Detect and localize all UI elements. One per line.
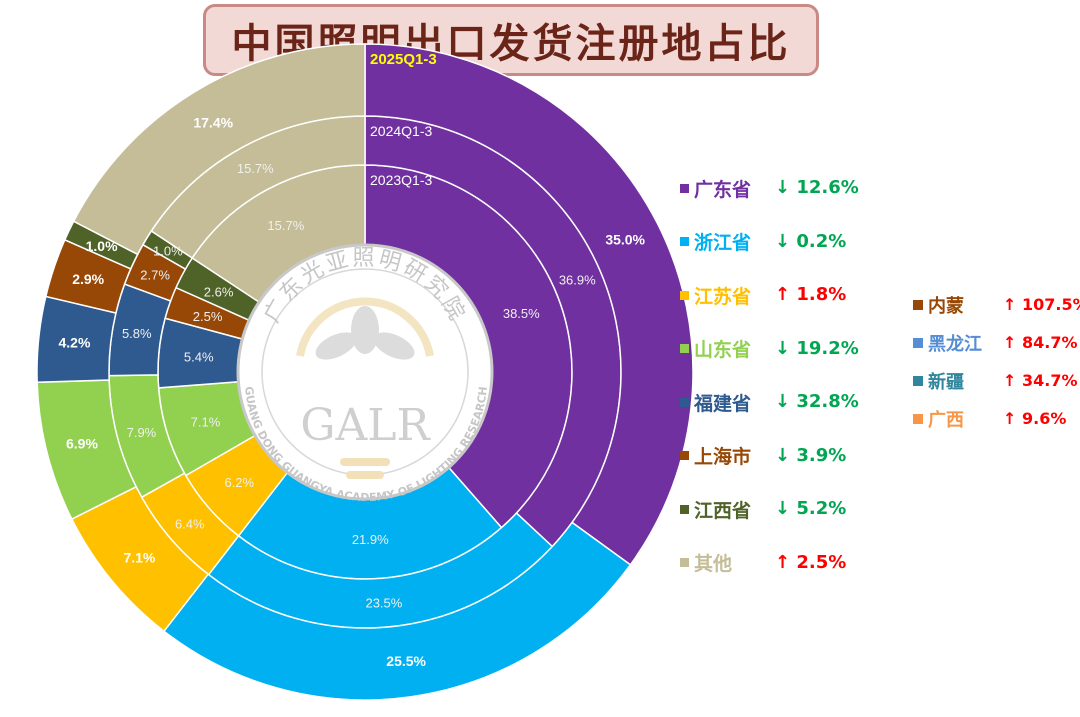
legend-extra-item: 内蒙 xyxy=(913,292,964,318)
legend-swatch xyxy=(680,397,689,407)
value-label-2-7: 17.4% xyxy=(193,115,233,131)
value-label-0-1: 21.9% xyxy=(352,532,389,547)
donut-labels: 38.5% 21.9% 6.2% 7.1% 5.4% 2.5% 2.6% 15.7% 2023Q… xyxy=(59,51,646,669)
legend-change: ↓ 5.2% xyxy=(775,498,847,519)
legend-change: ↑ 107.5% xyxy=(1003,295,1080,314)
legend-item: 山东省 xyxy=(680,336,751,362)
ring-label-0: 2023Q1-3 xyxy=(370,172,432,188)
value-label-0-7: 15.7% xyxy=(267,218,304,233)
legend-change: ↑ 2.5% xyxy=(775,551,847,573)
legend-name: 新疆 xyxy=(928,372,964,393)
legend-name: 上海市 xyxy=(694,446,752,468)
value-label-2-4: 4.2% xyxy=(59,335,91,351)
legend-swatch xyxy=(680,558,689,567)
value-label-2-5: 2.9% xyxy=(72,271,104,287)
legend-name: 广西 xyxy=(928,410,964,431)
legend-swatch xyxy=(680,183,689,193)
legend-item: 广东省 xyxy=(680,175,751,201)
value-label-0-2: 6.2% xyxy=(224,475,254,490)
value-label-1-2: 6.4% xyxy=(175,516,205,531)
legend-change: ↓ 0.2% xyxy=(775,230,847,252)
legend-change: ↑ 1.8% xyxy=(775,284,847,305)
legend-swatch xyxy=(680,451,689,460)
ring-label-1: 2024Q1-3 xyxy=(370,123,432,139)
watermark-logo: GALR xyxy=(300,400,431,451)
value-label-1-4: 5.8% xyxy=(122,326,152,341)
legend-swatch xyxy=(680,237,689,246)
value-label-2-0: 35.0% xyxy=(605,231,645,247)
legend-change: ↑ 9.6% xyxy=(1003,409,1067,428)
legend-extra-item: 黑龙江 xyxy=(913,330,982,356)
donut-rings xyxy=(36,43,694,701)
legend-name: 广东省 xyxy=(694,178,752,201)
legend-name: 浙江省 xyxy=(694,232,752,254)
value-label-0-3: 7.1% xyxy=(191,414,221,429)
value-label-2-6: 1.0% xyxy=(86,238,118,254)
legend-name: 福建省 xyxy=(694,392,752,415)
value-label-1-6: 1.0% xyxy=(153,244,183,259)
slice-2-0 xyxy=(364,43,694,566)
legend-name: 山东省 xyxy=(694,339,752,361)
legend-swatch xyxy=(680,290,689,300)
legend-extra-item: 广西 xyxy=(913,406,964,432)
value-label-1-0: 36.9% xyxy=(559,273,596,288)
legend-change: ↓ 32.8% xyxy=(775,391,859,412)
value-label-0-0: 38.5% xyxy=(503,306,540,321)
value-label-1-3: 7.9% xyxy=(127,425,157,440)
value-label-2-2: 7.1% xyxy=(123,549,155,565)
legend-name: 江西省 xyxy=(694,499,752,522)
value-label-0-5: 2.5% xyxy=(193,309,223,324)
legend-item: 江苏省 xyxy=(680,282,751,308)
legend-name: 内蒙 xyxy=(928,296,964,317)
value-label-1-5: 2.7% xyxy=(140,267,170,282)
legend-change: ↑ 84.7% xyxy=(1003,333,1078,352)
legend-change: ↓ 12.6% xyxy=(775,177,859,198)
legend-swatch xyxy=(913,338,923,348)
legend-change: ↑ 34.7% xyxy=(1003,371,1078,390)
value-label-0-6: 2.6% xyxy=(204,285,234,300)
legend-swatch xyxy=(913,414,923,424)
value-label-1-1: 23.5% xyxy=(365,596,402,611)
value-label-2-1: 25.5% xyxy=(386,653,426,669)
legend-swatch xyxy=(913,376,923,386)
ring-label-2: 2025Q1-3 xyxy=(370,51,437,68)
value-label-2-3: 6.9% xyxy=(66,436,98,452)
slice-2-7 xyxy=(72,43,366,256)
legend-item: 浙江省 xyxy=(680,229,751,255)
legend-change: ↓ 3.9% xyxy=(775,444,847,466)
legend-swatch xyxy=(680,344,689,353)
legend-swatch xyxy=(913,300,923,310)
legend-change: ↓ 19.2% xyxy=(775,337,859,359)
legend-name: 其他 xyxy=(694,553,733,575)
legend-swatch xyxy=(680,504,689,514)
value-label-1-7: 15.7% xyxy=(237,161,274,176)
legend-item: 江西省 xyxy=(680,496,751,522)
legend-extra-item: 新疆 xyxy=(913,368,964,394)
legend-item: 上海市 xyxy=(680,443,751,469)
legend-item: 其他 xyxy=(680,550,732,576)
legend-name: 江苏省 xyxy=(694,285,752,308)
value-label-0-4: 5.4% xyxy=(184,350,214,365)
legend-name: 黑龙江 xyxy=(928,334,982,355)
legend-item: 福建省 xyxy=(680,389,751,415)
